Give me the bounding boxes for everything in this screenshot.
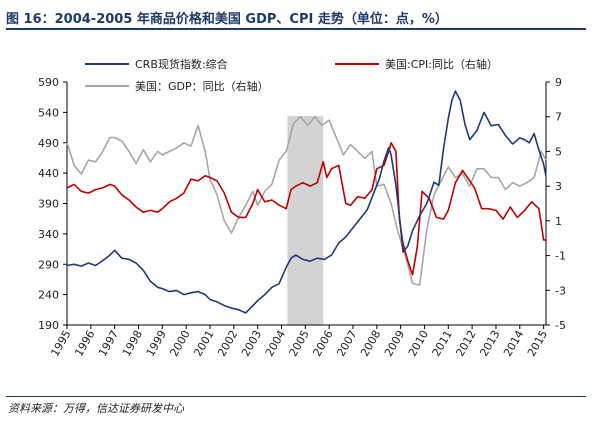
- legend-label: 美国：GDP：同比（右轴）: [135, 79, 269, 93]
- chart-title: 图 16：2004-2005 年商品价格和美国 GDP、CPI 走势（单位：点，…: [6, 12, 448, 27]
- left-tick-label: 290: [38, 258, 59, 271]
- x-tick-label: 2013: [477, 328, 502, 359]
- left-tick-label: 340: [38, 228, 59, 241]
- x-tick-label: 1999: [144, 328, 169, 359]
- x-tick-label: 2004: [263, 328, 288, 359]
- legend-label: 美国:CPI:同比（右轴）: [385, 57, 498, 71]
- right-tick-label: 1: [555, 215, 562, 228]
- source-note: 资料来源：万得，信达证券研发中心: [8, 402, 184, 415]
- series-line-gdp: [66, 115, 547, 286]
- left-tick-label: 240: [38, 289, 59, 302]
- right-tick-label: -3: [555, 284, 566, 297]
- x-tick-label: 2015: [525, 328, 550, 359]
- x-tick-label: 1998: [120, 328, 145, 359]
- x-tick-label: 1995: [48, 328, 73, 359]
- right-tick-label: 7: [555, 111, 562, 124]
- x-tick-label: 2012: [453, 328, 478, 359]
- x-tick-label: 2009: [382, 328, 407, 359]
- title-rule: [6, 28, 586, 30]
- left-tick-label: 590: [38, 76, 59, 89]
- x-tick-label: 2008: [358, 328, 383, 359]
- left-tick-label: 440: [38, 167, 59, 180]
- x-tick-label: 1997: [96, 328, 121, 359]
- x-tick-label: 2003: [239, 328, 264, 359]
- right-tick-label: -1: [555, 250, 566, 263]
- x-tick-label: 2006: [310, 328, 335, 359]
- footer-rule: [6, 396, 586, 397]
- legend-label: CRB现货指数:综合: [135, 57, 228, 71]
- series-line-crb: [66, 90, 547, 314]
- right-tick-label: 3: [555, 180, 562, 193]
- x-tick-label: 2014: [501, 328, 526, 359]
- x-tick-label: 2002: [215, 328, 240, 359]
- x-tick-label: 2001: [191, 328, 216, 359]
- left-tick-label: 540: [38, 106, 59, 119]
- x-tick-label: 2011: [430, 328, 455, 359]
- shaded-region: [287, 116, 324, 325]
- x-tick-label: 1996: [72, 328, 97, 359]
- series-line-cpi: [66, 142, 546, 276]
- right-tick-label: -5: [555, 319, 566, 332]
- right-tick-label: 5: [555, 145, 562, 158]
- x-tick-label: 2007: [334, 328, 359, 359]
- left-tick-label: 490: [38, 137, 59, 150]
- right-tick-label: 9: [555, 76, 562, 89]
- left-tick-label: 390: [38, 198, 59, 211]
- x-tick-label: 2005: [287, 328, 312, 359]
- x-tick-label: 2000: [167, 328, 192, 359]
- x-tick-label: 2010: [406, 328, 431, 359]
- left-tick-label: 190: [38, 319, 59, 332]
